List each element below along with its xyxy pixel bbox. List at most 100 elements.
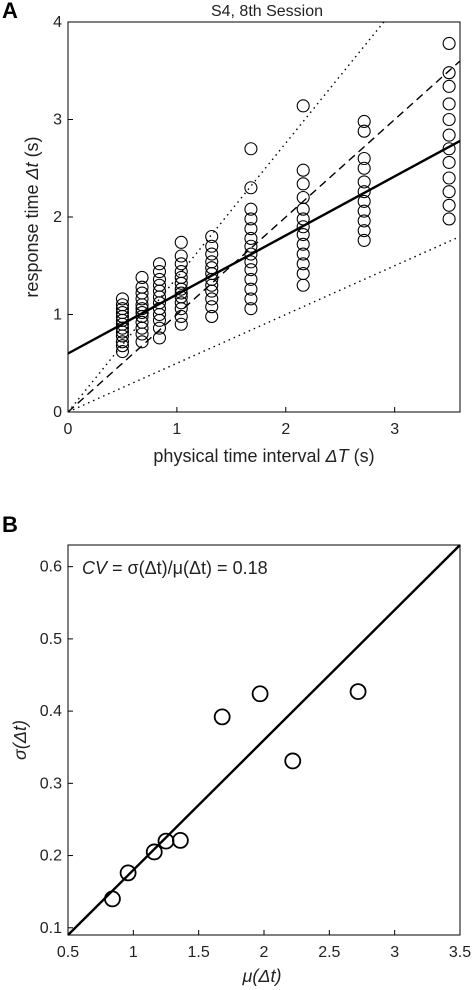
data-point [244,222,258,236]
panel-b-fit-line [67,544,461,936]
data-point [357,124,371,138]
panel-a-y-ticks: 0 1 2 3 4 [53,14,73,421]
data-point [171,831,189,849]
data-point [296,278,310,292]
data-point [174,235,188,249]
data-point [357,185,371,199]
panel-a-x-label-pre: physical time interval [153,446,325,466]
data-point [244,247,258,261]
data-point [251,685,269,703]
data-point [115,305,129,320]
data-point [205,261,219,275]
data-point [244,292,258,306]
data-point [115,292,129,306]
data-point [244,212,258,226]
panel-a-data-points [115,36,456,359]
data-point [104,890,121,908]
data-point [442,155,456,169]
fit-line-solid [67,139,461,355]
y-tick-label: 1 [53,307,62,324]
data-point [174,249,188,263]
panel-a-title: S4, 8th Session [211,3,323,20]
data-point [145,843,163,861]
data-point [244,181,258,195]
data-point [152,278,167,292]
data-point [244,239,258,253]
data-point [442,112,456,127]
data-point [244,272,258,286]
data-point [244,231,258,245]
data-point [244,255,258,269]
y-tick-label: 0.6 [40,559,62,576]
y-tick-label: 4 [53,14,62,31]
y-tick-label: 0.1 [40,920,62,937]
data-point [296,257,310,271]
data-point [119,864,137,882]
panel-b-letter: B [2,512,18,537]
data-point [296,99,310,113]
data-point [135,280,149,294]
y-tick-label: 3 [53,112,62,129]
panel-a-y-axis-label: response time Δt (s) [22,136,42,297]
data-point [349,683,367,701]
data-point [115,302,129,316]
data-point [152,321,167,335]
data-point [115,339,129,353]
data-point [152,272,167,286]
x-tick-label: 3 [390,421,399,438]
data-point [296,220,310,234]
panel-b-x-axis-label: μ(Δt) [242,966,282,986]
data-point [357,214,371,228]
data-point [205,300,219,314]
data-point [442,171,456,185]
data-point [244,302,258,316]
x-tick-label: 2.5 [318,944,340,961]
data-point [135,305,149,320]
panel-a-x-axis-label: physical time interval ΔT (s) [153,446,374,466]
data-point [357,194,371,208]
data-point [442,185,456,199]
panel-a-y-label-post: (s) [22,136,42,162]
data-point [152,331,167,345]
data-point [135,302,149,316]
panel-a-x-label-var: ΔT [325,446,351,466]
x-tick-label: 1.5 [188,944,210,961]
panel-b-annotation-cv: CV [82,558,109,578]
x-tick-label: 2 [281,421,290,438]
data-point [244,202,258,216]
panel-a-plot-frame [67,21,461,413]
panel-a-y-label-var: Δt [22,161,42,180]
data-point [296,212,310,226]
data-point [174,290,188,304]
panel-b-annotation-value: 0.18 [233,558,268,578]
x-tick-label: 0 [64,421,73,438]
data-point [205,255,219,269]
data-point [357,151,371,166]
panel-b-y-ticks: 0.1 0.2 0.3 0.4 0.5 0.6 [40,559,73,937]
data-point [152,257,167,271]
data-point [357,233,371,247]
data-point [442,128,456,142]
panel-a: A S4, 8th Session 0 1 2 3 0 1 2 3 4 physical ti… [2,0,461,466]
data-point [442,66,456,80]
data-point [205,247,219,261]
data-point [174,265,188,279]
data-point [357,224,371,238]
panel-b-annotation: CV = σ(Δt)/μ(Δt) = 0.18 [82,558,268,578]
y-tick-label: 0.3 [40,775,62,792]
x-tick-label: 3.5 [449,944,471,961]
data-point [357,204,371,218]
data-point [442,36,456,51]
data-point [213,708,231,726]
data-point [135,286,149,300]
data-point [135,335,149,349]
data-point [174,270,188,285]
panel-a-x-label-post: (s) [349,446,375,466]
data-point [357,175,371,189]
data-point [442,212,456,226]
data-point [296,163,310,177]
data-point [135,270,149,285]
panel-b: B 0.5 1 1.5 2 2.5 3 3.5 0.1 0.2 0.3 0.4 0.5 0.6 CV … [2,512,471,986]
x-tick-label: 0.5 [57,944,79,961]
